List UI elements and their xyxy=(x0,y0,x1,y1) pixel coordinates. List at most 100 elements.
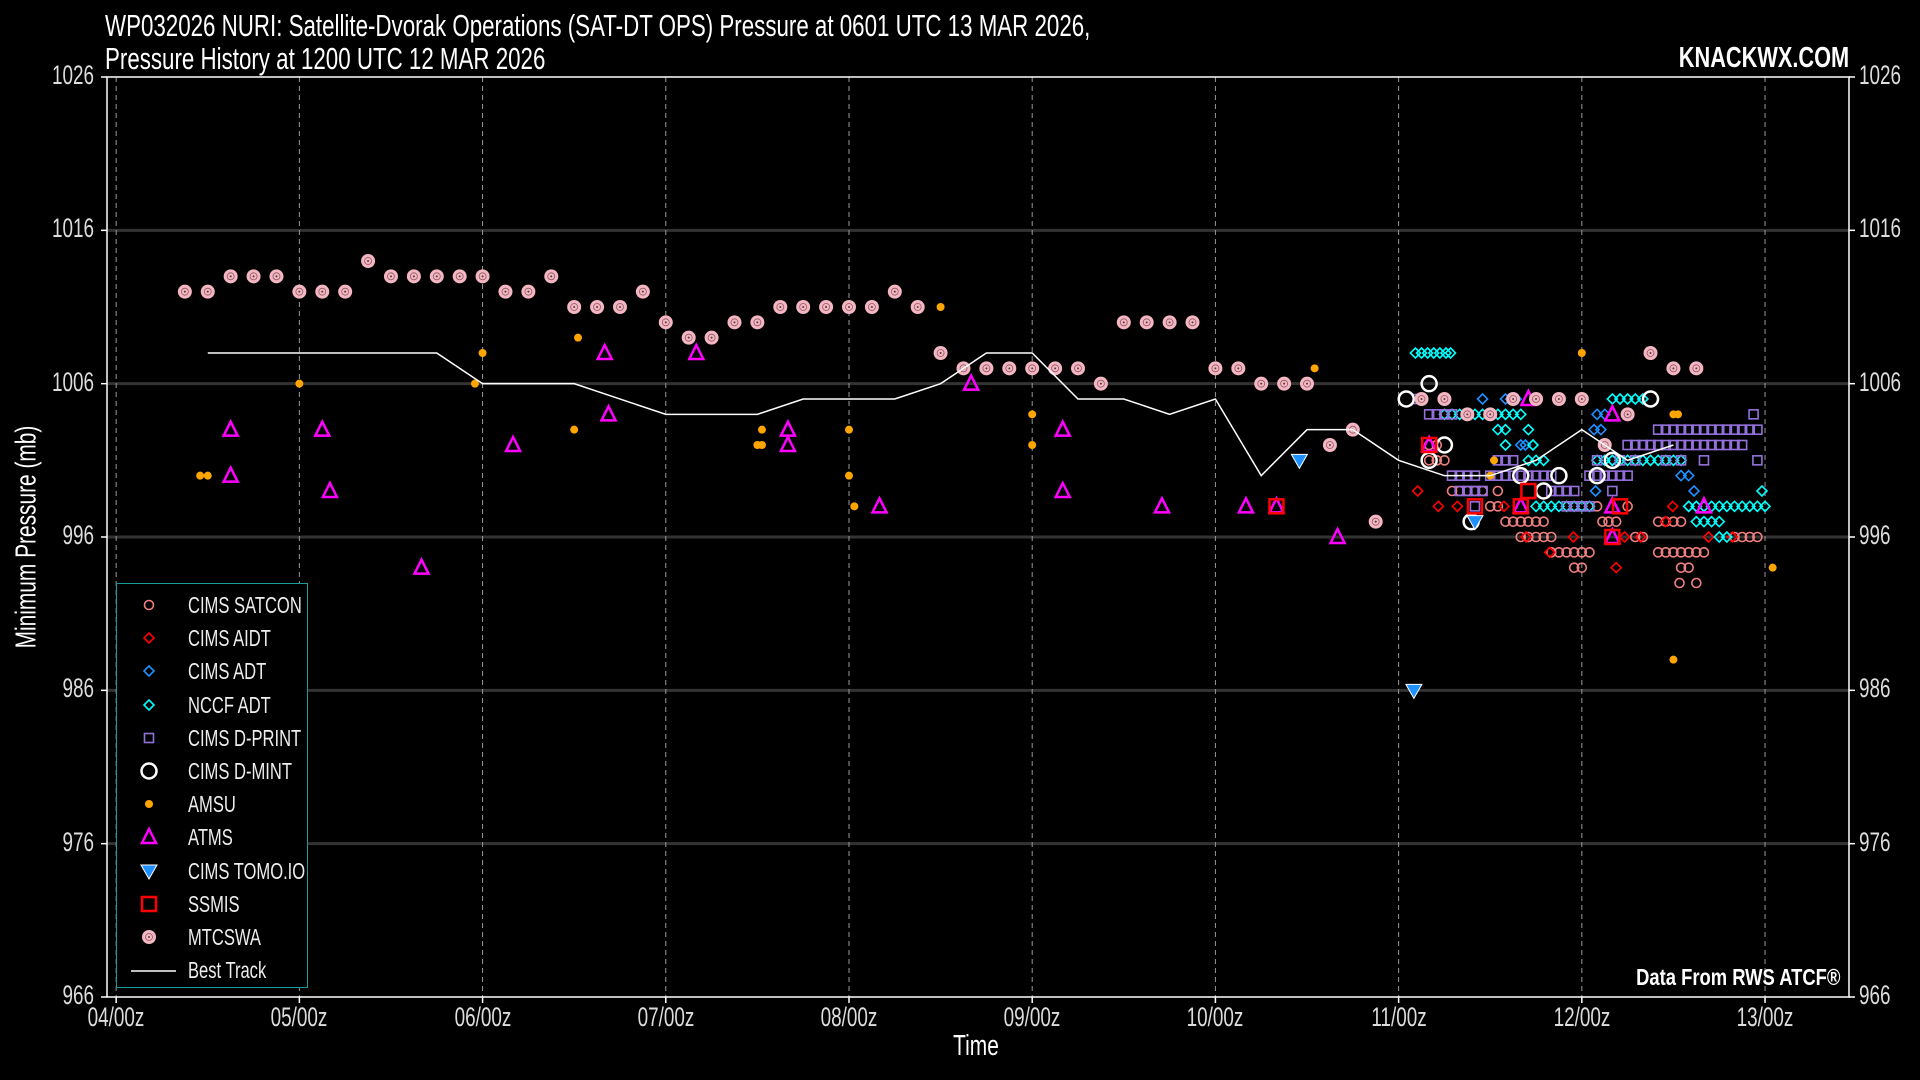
mtcswa-point xyxy=(773,300,788,314)
mtcswa-dot xyxy=(1283,382,1286,385)
mtcswa-dot xyxy=(641,290,644,293)
tomo-legend-marker xyxy=(140,864,158,880)
y-tick-label: 986 xyxy=(1859,673,1891,704)
mtcswa-ring xyxy=(364,257,372,265)
amsu-point xyxy=(1674,410,1683,419)
mtcswa-ring xyxy=(936,349,945,357)
dprint-point xyxy=(1591,470,1603,481)
x-tick-label: 05/00z xyxy=(270,1002,328,1032)
chart-title-line2: Pressure History at 1200 UTC 12 MAR 2026 xyxy=(105,41,546,76)
dprint-legend-icon xyxy=(143,732,155,744)
mtcswa-point xyxy=(750,315,765,330)
y-tick-label: 976 xyxy=(62,826,94,857)
mtcswa-point xyxy=(361,254,376,268)
mtcswa-point xyxy=(635,284,650,299)
mtcswa-ring xyxy=(295,287,304,296)
mtcswa-point xyxy=(612,300,627,314)
nccf-point xyxy=(1522,423,1535,436)
mtcswa-dot xyxy=(298,290,301,293)
x-tick-label: 06/00z xyxy=(454,1002,511,1032)
mtcswa-point xyxy=(1048,361,1063,376)
mtcswa-point xyxy=(704,330,719,345)
mtcswa-point xyxy=(177,284,192,299)
y-tick-label: 1016 xyxy=(1859,213,1902,244)
ssmis-legend-icon xyxy=(140,895,158,913)
mtcswa-ring xyxy=(547,272,556,281)
mtcswa-ring xyxy=(684,333,693,342)
mtcswa-ring xyxy=(478,272,487,281)
mtcswa-ring xyxy=(409,272,418,281)
mtcswa-dot xyxy=(481,275,484,278)
mtcswa-dot xyxy=(1512,398,1515,400)
mtcswa-dot xyxy=(1420,398,1423,400)
mtcswa-dot xyxy=(1374,520,1377,523)
ssmis-point xyxy=(1268,498,1285,515)
legend-label: CIMS D-PRINT xyxy=(188,724,302,751)
satcon-point xyxy=(1691,547,1702,558)
dprint-point xyxy=(1683,439,1694,451)
dprint-point xyxy=(1748,409,1759,420)
mtcswa-dot xyxy=(1145,321,1148,324)
mtcswa-dot xyxy=(664,321,667,324)
legend-item-atms: ATMS xyxy=(117,822,307,852)
nccf-point xyxy=(1514,408,1527,421)
mtcswa-ring xyxy=(387,272,395,281)
mtcswa-point xyxy=(315,284,330,299)
mtcswa-dot xyxy=(1214,367,1217,370)
mtcswa-point xyxy=(1643,346,1658,360)
y-tick-label: 996 xyxy=(62,520,94,550)
atms-point xyxy=(595,342,614,361)
atms-point xyxy=(1694,495,1713,514)
satcon-point xyxy=(1674,577,1685,589)
legend-label: NCCF ADT xyxy=(188,691,271,718)
legend-item-nccf: NCCF ADT xyxy=(117,690,307,720)
mtcswa-point xyxy=(727,315,742,330)
mtcswa-ring xyxy=(1600,441,1609,449)
satcon-point xyxy=(1668,547,1679,558)
legend-item-aidt: CIMS AIDT xyxy=(117,623,307,653)
dprint-point xyxy=(1706,424,1717,435)
dprint-point xyxy=(1622,470,1633,481)
mtcswa-ring xyxy=(145,933,153,941)
aidt-point xyxy=(1451,500,1464,513)
dprint-point xyxy=(1629,455,1641,466)
dprint-point xyxy=(1431,409,1443,420)
amsu-point xyxy=(757,425,766,434)
satcon-point xyxy=(1576,547,1588,558)
x-tick-label: 04/00z xyxy=(87,1002,145,1032)
mtcswa-dot xyxy=(1535,398,1538,400)
mtcswa-dot xyxy=(206,290,209,293)
mtcswa-ring xyxy=(1623,410,1632,419)
mtcswa-dot xyxy=(1260,382,1263,385)
adt-point xyxy=(1594,423,1608,436)
nccf-legend-icon xyxy=(142,698,156,711)
dmint-point xyxy=(1603,451,1622,470)
satcon-point xyxy=(1568,562,1580,573)
mtcswa-ring xyxy=(432,272,441,281)
dprint-point xyxy=(1752,455,1763,466)
dprint-point xyxy=(1576,501,1588,512)
mtcswa-point xyxy=(979,361,994,376)
satcon-point xyxy=(1691,577,1702,589)
amsu-point xyxy=(196,471,205,480)
mtcswa-dot xyxy=(1580,398,1583,400)
mtcswa-point xyxy=(544,269,559,284)
satcon-point xyxy=(1652,547,1664,558)
mtcswa-ring xyxy=(616,303,624,311)
aidt-point xyxy=(1567,530,1580,544)
satcon-point xyxy=(1538,516,1549,527)
satcon-point xyxy=(1492,485,1504,497)
mtcswa-dot xyxy=(596,306,599,308)
dprint-point xyxy=(1744,424,1756,435)
satcon-point xyxy=(1492,501,1504,512)
dprint-point xyxy=(1500,455,1511,466)
legend-item-adt: CIMS ADT xyxy=(117,656,307,686)
dprint-point xyxy=(1462,485,1473,497)
mtcswa-ring xyxy=(1119,318,1128,327)
mtcswa-point xyxy=(1368,514,1383,529)
mtcswa-dot xyxy=(1168,321,1171,324)
ssmis-point xyxy=(1420,436,1438,454)
mtcswa-ring xyxy=(501,287,510,296)
dprint-point xyxy=(1607,485,1618,497)
